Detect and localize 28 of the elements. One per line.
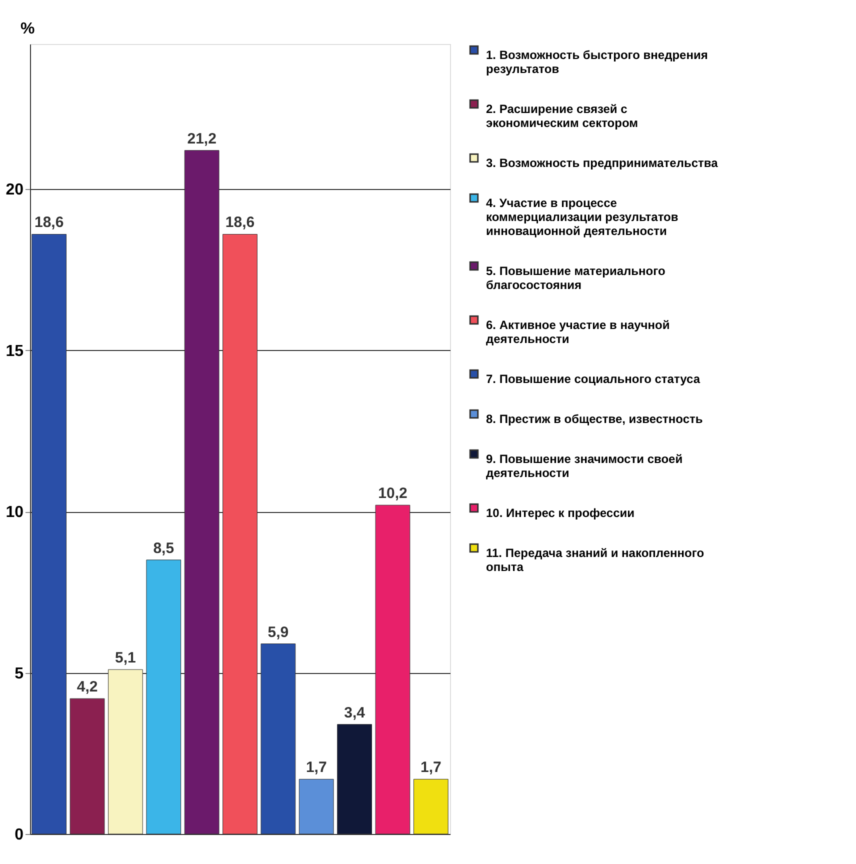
data-label: 10,2 [378, 485, 408, 502]
legend-label: 10. Интерес к профессии [486, 506, 634, 520]
data-label: 5,9 [268, 624, 289, 641]
y-tick-label: 5 [14, 665, 24, 682]
y-tick-label: 15 [6, 342, 24, 360]
y-tick-label: 20 [6, 182, 24, 199]
data-label: 4,2 [76, 678, 98, 696]
data-label: 8,5 [153, 540, 174, 557]
legend-label: 3. Возможность предпринимательства [486, 156, 718, 170]
legend-label: 7. Повышение социального статуса [486, 372, 700, 386]
data-label: 5,1 [115, 650, 136, 667]
legend-label: 8. Престиж в обществе, известность [486, 412, 703, 426]
legend-label: 1. Возможность быстрого внедрения результатов [486, 48, 708, 76]
y-axis-title: % [20, 20, 35, 38]
y-tick-label: 0 [14, 826, 24, 844]
data-label: 18,6 [225, 214, 255, 232]
legend-label: 4. Участие в процессе коммерциализации результатов инновационной деятельности [486, 196, 678, 238]
data-label: 1,7 [306, 759, 327, 776]
data-label: 3,4 [344, 704, 366, 722]
data-label: 21,2 [187, 130, 216, 148]
legend-label: 9. Повышение значимости своей деятельности [486, 452, 683, 480]
data-label: 18,6 [34, 214, 64, 232]
y-tick-label: 10 [6, 504, 24, 522]
legend-label: 5. Повышение материального благосостояния [486, 264, 666, 292]
legend-label: 11. Передача знаний и накопленного опыта [486, 546, 704, 574]
legend-label: 2. Расширение связей с экономическим сектором [486, 102, 638, 130]
data-label: 1,7 [420, 759, 442, 776]
legend-label: 6. Активное участие в научной деятельности [486, 318, 670, 346]
